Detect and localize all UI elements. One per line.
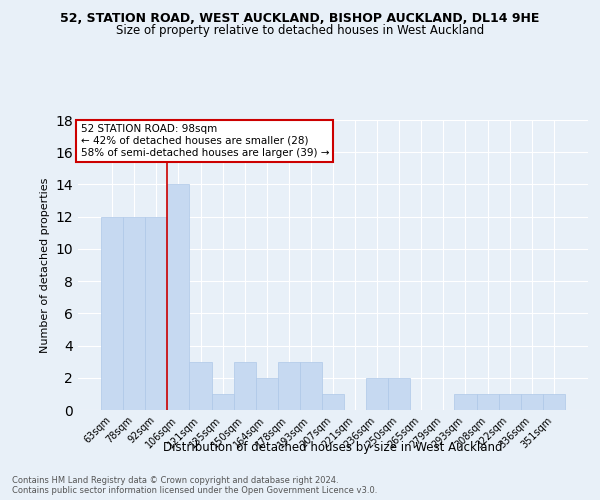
- Bar: [366, 378, 388, 410]
- Text: Distribution of detached houses by size in West Auckland: Distribution of detached houses by size …: [163, 441, 503, 454]
- Bar: [145, 216, 167, 410]
- Bar: [190, 362, 212, 410]
- Bar: [256, 378, 278, 410]
- Bar: [499, 394, 521, 410]
- Y-axis label: Number of detached properties: Number of detached properties: [40, 178, 50, 352]
- Bar: [521, 394, 543, 410]
- Text: Size of property relative to detached houses in West Auckland: Size of property relative to detached ho…: [116, 24, 484, 37]
- Bar: [233, 362, 256, 410]
- Bar: [388, 378, 410, 410]
- Bar: [212, 394, 233, 410]
- Bar: [454, 394, 476, 410]
- Bar: [476, 394, 499, 410]
- Bar: [278, 362, 300, 410]
- Text: 52 STATION ROAD: 98sqm
← 42% of detached houses are smaller (28)
58% of semi-det: 52 STATION ROAD: 98sqm ← 42% of detached…: [80, 124, 329, 158]
- Bar: [101, 216, 123, 410]
- Bar: [543, 394, 565, 410]
- Text: Contains HM Land Registry data © Crown copyright and database right 2024.
Contai: Contains HM Land Registry data © Crown c…: [12, 476, 377, 495]
- Bar: [300, 362, 322, 410]
- Bar: [167, 184, 190, 410]
- Bar: [322, 394, 344, 410]
- Bar: [123, 216, 145, 410]
- Text: 52, STATION ROAD, WEST AUCKLAND, BISHOP AUCKLAND, DL14 9HE: 52, STATION ROAD, WEST AUCKLAND, BISHOP …: [61, 12, 539, 26]
